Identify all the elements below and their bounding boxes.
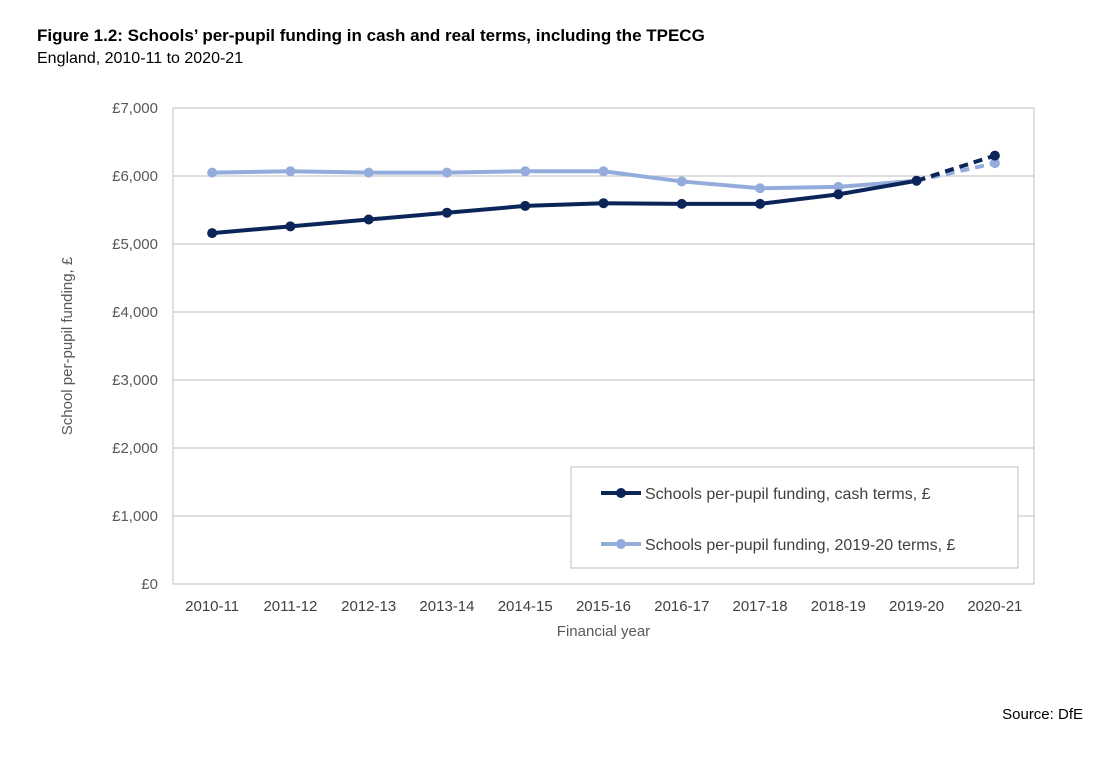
x-tick-label: 2015-16 (576, 598, 631, 615)
data-point (833, 189, 844, 200)
data-point (755, 183, 766, 194)
x-tick-label: 2013-14 (419, 598, 474, 615)
y-axis-label: School per-pupil funding, £ (59, 256, 76, 435)
data-point (911, 175, 922, 186)
series-points (207, 150, 1000, 239)
data-point (989, 150, 1000, 161)
legend-label: Schools per-pupil funding, 2019-20 terms… (645, 537, 956, 554)
x-tick-label: 2017-18 (733, 598, 788, 615)
data-point (207, 228, 218, 239)
x-axis-label: Financial year (557, 623, 650, 640)
y-tick-label: £4,000 (112, 304, 158, 321)
source-note: Source: DfE (1002, 706, 1083, 723)
y-tick-label: £2,000 (112, 440, 158, 457)
data-point (285, 221, 296, 232)
x-tick-label: 2012-13 (341, 598, 396, 615)
series-line-projection (916, 161, 996, 183)
y-tick-label: £0 (141, 576, 158, 593)
series-line-projection (915, 153, 996, 183)
data-point (520, 200, 531, 211)
data-point (363, 167, 374, 178)
legend-swatch-marker (616, 539, 626, 549)
data-point (676, 198, 687, 209)
legend-label: Schools per-pupil funding, cash terms, £ (645, 486, 931, 503)
x-tick-label: 2019-20 (889, 598, 944, 615)
series-line (211, 178, 917, 236)
data-point (363, 214, 374, 225)
data-point (520, 166, 531, 177)
data-point (285, 166, 296, 177)
legend-box (570, 466, 1019, 569)
figure-title: Figure 1.2: Schools’ per-pupil funding i… (37, 26, 705, 45)
data-point (833, 181, 844, 192)
x-tick-label: 2016-17 (654, 598, 709, 615)
y-axis-tick-labels: £0 £1,000 £2,000 £3,000 £4,000 £5,000 £6,000 £7… (112, 100, 158, 593)
legend: Schools per-pupil funding, cash terms, £… (570, 466, 1019, 569)
y-tick-label: £1,000 (112, 508, 158, 525)
data-point (207, 167, 218, 178)
legend-swatch-marker (616, 488, 626, 498)
figure-subtitle: England, 2010-11 to 2020-21 (37, 50, 244, 67)
y-tick-label: £7,000 (112, 100, 158, 117)
data-point (441, 207, 452, 218)
series-lines (211, 153, 996, 236)
x-tick-label: 2010-11 (185, 598, 239, 615)
data-point (598, 166, 609, 177)
y-tick-label: £6,000 (112, 168, 158, 185)
data-point (441, 167, 452, 178)
x-tick-label: 2011-12 (263, 598, 317, 615)
x-tick-label: 2020-21 (967, 598, 1022, 615)
x-axis-tick-labels: 2010-11 2011-12 2012-13 2013-14 2014-15 2015-… (185, 598, 1022, 615)
y-tick-label: £3,000 (112, 372, 158, 389)
x-tick-label: 2014-15 (498, 598, 553, 615)
data-point (755, 198, 766, 209)
data-point (598, 198, 609, 209)
x-tick-label: 2018-19 (811, 598, 866, 615)
series-line (212, 169, 917, 191)
data-point (676, 176, 687, 187)
y-tick-label: £5,000 (112, 236, 158, 253)
data-point (989, 158, 1000, 169)
